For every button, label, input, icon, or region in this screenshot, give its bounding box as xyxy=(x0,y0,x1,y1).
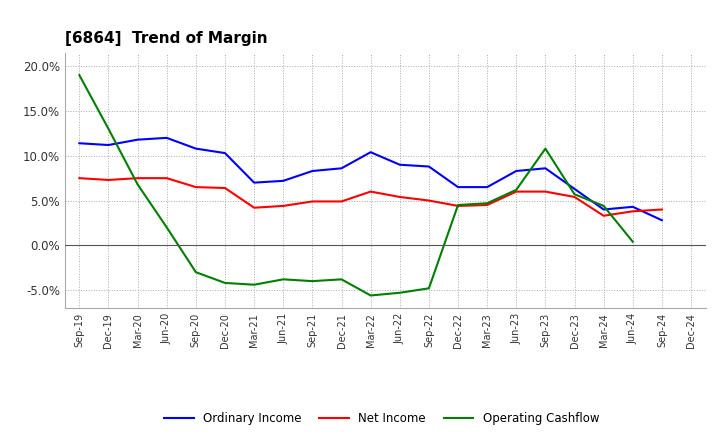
Ordinary Income xyxy=(104,143,113,148)
Operating Cashflow xyxy=(250,282,258,287)
Net Income xyxy=(250,205,258,210)
Net Income xyxy=(599,213,608,218)
Ordinary Income xyxy=(163,135,171,140)
Operating Cashflow xyxy=(220,280,229,286)
Net Income xyxy=(308,199,317,204)
Ordinary Income xyxy=(512,169,521,174)
Operating Cashflow xyxy=(425,286,433,291)
Net Income xyxy=(657,207,666,212)
Ordinary Income xyxy=(425,164,433,169)
Operating Cashflow xyxy=(395,290,404,295)
Ordinary Income xyxy=(337,166,346,171)
Net Income xyxy=(337,199,346,204)
Operating Cashflow xyxy=(629,239,637,244)
Net Income xyxy=(279,203,287,209)
Net Income xyxy=(133,176,142,181)
Ordinary Income xyxy=(629,204,637,209)
Operating Cashflow xyxy=(104,126,113,132)
Net Income xyxy=(395,194,404,200)
Net Income xyxy=(220,185,229,191)
Ordinary Income xyxy=(192,146,200,151)
Operating Cashflow xyxy=(308,279,317,284)
Ordinary Income xyxy=(220,150,229,156)
Net Income xyxy=(425,198,433,203)
Operating Cashflow xyxy=(483,201,492,206)
Ordinary Income xyxy=(308,169,317,174)
Ordinary Income xyxy=(75,141,84,146)
Net Income xyxy=(163,176,171,181)
Operating Cashflow xyxy=(454,202,462,208)
Operating Cashflow xyxy=(599,203,608,209)
Ordinary Income xyxy=(454,184,462,190)
Ordinary Income xyxy=(657,218,666,223)
Operating Cashflow xyxy=(512,187,521,192)
Ordinary Income xyxy=(570,186,579,191)
Operating Cashflow xyxy=(192,270,200,275)
Legend: Ordinary Income, Net Income, Operating Cashflow: Ordinary Income, Net Income, Operating C… xyxy=(159,407,604,430)
Operating Cashflow xyxy=(133,182,142,187)
Ordinary Income xyxy=(279,178,287,183)
Line: Ordinary Income: Ordinary Income xyxy=(79,138,662,220)
Operating Cashflow xyxy=(163,225,171,230)
Ordinary Income xyxy=(599,207,608,212)
Net Income xyxy=(483,202,492,208)
Ordinary Income xyxy=(250,180,258,185)
Line: Net Income: Net Income xyxy=(79,178,662,216)
Net Income xyxy=(541,189,550,194)
Operating Cashflow xyxy=(366,293,375,298)
Net Income xyxy=(629,209,637,214)
Net Income xyxy=(192,184,200,190)
Net Income xyxy=(366,189,375,194)
Net Income xyxy=(512,189,521,194)
Ordinary Income xyxy=(395,162,404,167)
Net Income xyxy=(454,203,462,209)
Operating Cashflow xyxy=(570,192,579,197)
Operating Cashflow xyxy=(279,277,287,282)
Net Income xyxy=(570,194,579,200)
Operating Cashflow xyxy=(337,277,346,282)
Line: Operating Cashflow: Operating Cashflow xyxy=(79,75,633,296)
Ordinary Income xyxy=(483,184,492,190)
Text: [6864]  Trend of Margin: [6864] Trend of Margin xyxy=(65,31,267,46)
Ordinary Income xyxy=(133,137,142,142)
Net Income xyxy=(104,177,113,183)
Net Income xyxy=(75,176,84,181)
Operating Cashflow xyxy=(75,73,84,78)
Operating Cashflow xyxy=(541,146,550,151)
Ordinary Income xyxy=(541,166,550,171)
Ordinary Income xyxy=(366,150,375,155)
